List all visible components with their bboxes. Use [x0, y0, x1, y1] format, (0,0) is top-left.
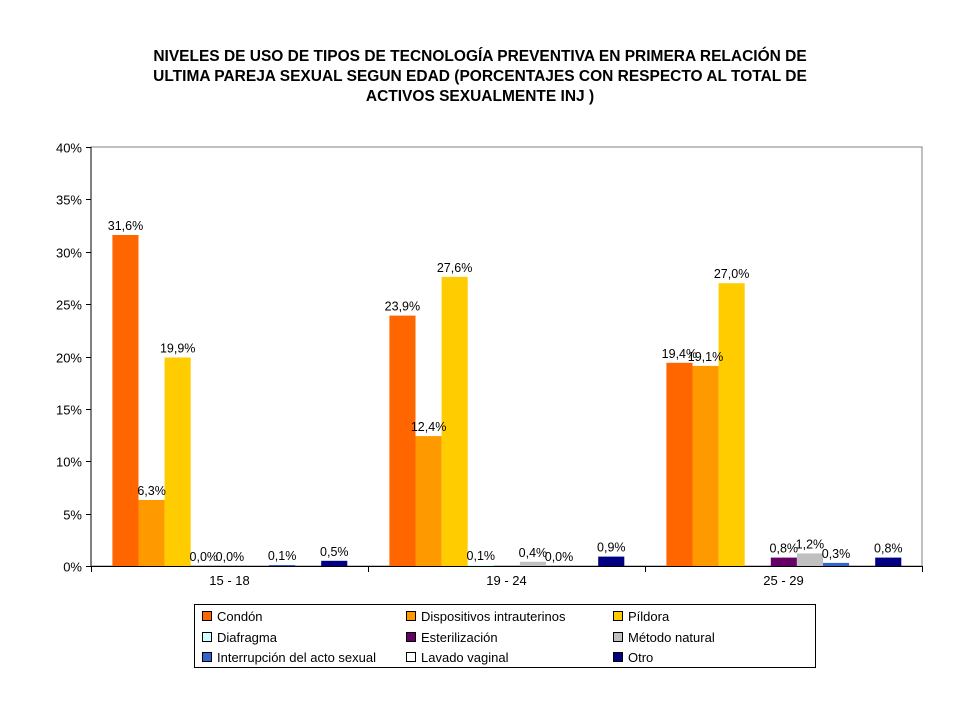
bar: [389, 315, 416, 566]
legend-item: Diafragma: [202, 628, 277, 646]
legend-swatch: [613, 652, 623, 662]
y-tick-label: 15%: [56, 403, 82, 418]
bar: [164, 357, 191, 566]
legend-label: Método natural: [628, 629, 715, 645]
legend-label: Esterilización: [421, 629, 498, 645]
legend-item: Esterilización: [406, 628, 498, 646]
chart-title-line-3: ACTIVOS SEXUALMENTE INJ ): [365, 88, 595, 105]
y-tick-label: 10%: [56, 455, 82, 470]
data-label: 0,1%: [467, 549, 496, 563]
legend-swatch: [613, 611, 623, 621]
legend-item: Condón: [202, 607, 263, 625]
data-label: 0,0%: [216, 550, 245, 564]
data-label: 6,3%: [137, 484, 166, 498]
legend-item: Interrupción del acto sexual: [202, 648, 376, 666]
bar: [441, 276, 468, 566]
bar: [770, 557, 797, 566]
bar: [666, 362, 693, 566]
legend-label: Otro: [628, 649, 654, 665]
data-label: 0,9%: [597, 541, 626, 555]
legend-swatch: [202, 611, 212, 621]
legend-label: Lavado vaginal: [421, 649, 509, 665]
y-tick-label: 25%: [56, 298, 82, 313]
data-label: 0,0%: [545, 550, 574, 564]
data-label: 31,6%: [108, 219, 143, 233]
y-tick-label: 20%: [56, 351, 82, 366]
y-tick-label: 5%: [63, 508, 82, 523]
data-label: 27,6%: [437, 261, 472, 275]
chart-title-line-1: NIVELES DE USO DE TIPOS DE TECNOLOGÍA PR…: [153, 48, 807, 65]
bar: [321, 560, 348, 566]
chart-title-line-2: ULTIMA PAREJA SEXUAL SEGUN EDAD (PORCENT…: [153, 68, 807, 85]
data-label: 12,4%: [411, 420, 446, 434]
bar: [415, 436, 442, 566]
legend-label: Condón: [217, 608, 263, 624]
legend-swatch: [406, 652, 416, 662]
legend-label: Diafragma: [217, 629, 277, 645]
data-label: 27,0%: [714, 267, 749, 281]
bar: [692, 365, 719, 566]
data-label: 19,1%: [688, 350, 723, 364]
bars: [112, 235, 902, 566]
bar: [823, 562, 850, 566]
legend-swatch: [613, 632, 623, 642]
data-label: 0,5%: [320, 545, 349, 559]
data-label: 0,1%: [268, 549, 297, 563]
bar: [718, 283, 745, 566]
x-axis: 15 - 18 19 - 24 25 - 29: [91, 566, 923, 588]
legend-swatch: [406, 632, 416, 642]
legend-item: Método natural: [613, 628, 715, 646]
y-axis: 0% 5% 10% 15% 20% 25% 30% 35% 40%: [56, 141, 92, 575]
data-label: 19,4%: [662, 347, 697, 361]
x-tick-label: 19 - 24: [486, 573, 526, 588]
legend-item: Otro: [613, 648, 653, 666]
legend: Condón Dispositivos intrauterinos Píldora D…: [194, 604, 816, 668]
data-label: 0,4%: [519, 546, 548, 560]
data-label: 1,2%: [796, 537, 825, 551]
y-tick-label: 30%: [56, 246, 82, 261]
legend-item: Lavado vaginal: [406, 648, 508, 666]
legend-label: Interrupción del acto sexual: [217, 649, 376, 665]
legend-item: Píldora: [613, 607, 669, 625]
data-label: 19,9%: [160, 342, 195, 356]
x-tick-label: 25 - 29: [763, 573, 803, 588]
plot-area: [90, 146, 923, 567]
x-tick-label: 15 - 18: [209, 573, 249, 588]
y-tick-label: 40%: [56, 141, 82, 156]
data-label: 0,8%: [770, 542, 799, 556]
data-label: 0,3%: [822, 547, 851, 561]
bar: [519, 561, 546, 566]
data-label: 0,8%: [874, 542, 903, 556]
legend-label: Dispositivos intrauterinos: [421, 608, 566, 624]
y-tick-label: 0%: [63, 560, 82, 575]
data-label: 23,9%: [385, 300, 420, 314]
legend-swatch: [202, 652, 212, 662]
bar: [467, 565, 494, 566]
bar: [875, 557, 902, 566]
data-labels: 31,6% 23,9% 19,4% 6,3% 12,4% 19,1% 19,9% 27,6% 2…: [108, 219, 903, 564]
legend-swatch: [202, 632, 212, 642]
bar: [598, 556, 625, 566]
legend-swatch: [406, 611, 416, 621]
y-tick-label: 35%: [56, 193, 82, 208]
legend-label: Píldora: [628, 608, 670, 624]
chart-title: NIVELES DE USO DE TIPOS DE TECNOLOGÍA PR…: [0, 47, 960, 107]
bar: [796, 553, 823, 566]
bar: [138, 500, 165, 566]
legend-item: Dispositivos intrauterinos: [406, 607, 566, 625]
bar: [269, 565, 296, 566]
data-label: 0,0%: [190, 550, 219, 564]
bar: [112, 235, 139, 566]
